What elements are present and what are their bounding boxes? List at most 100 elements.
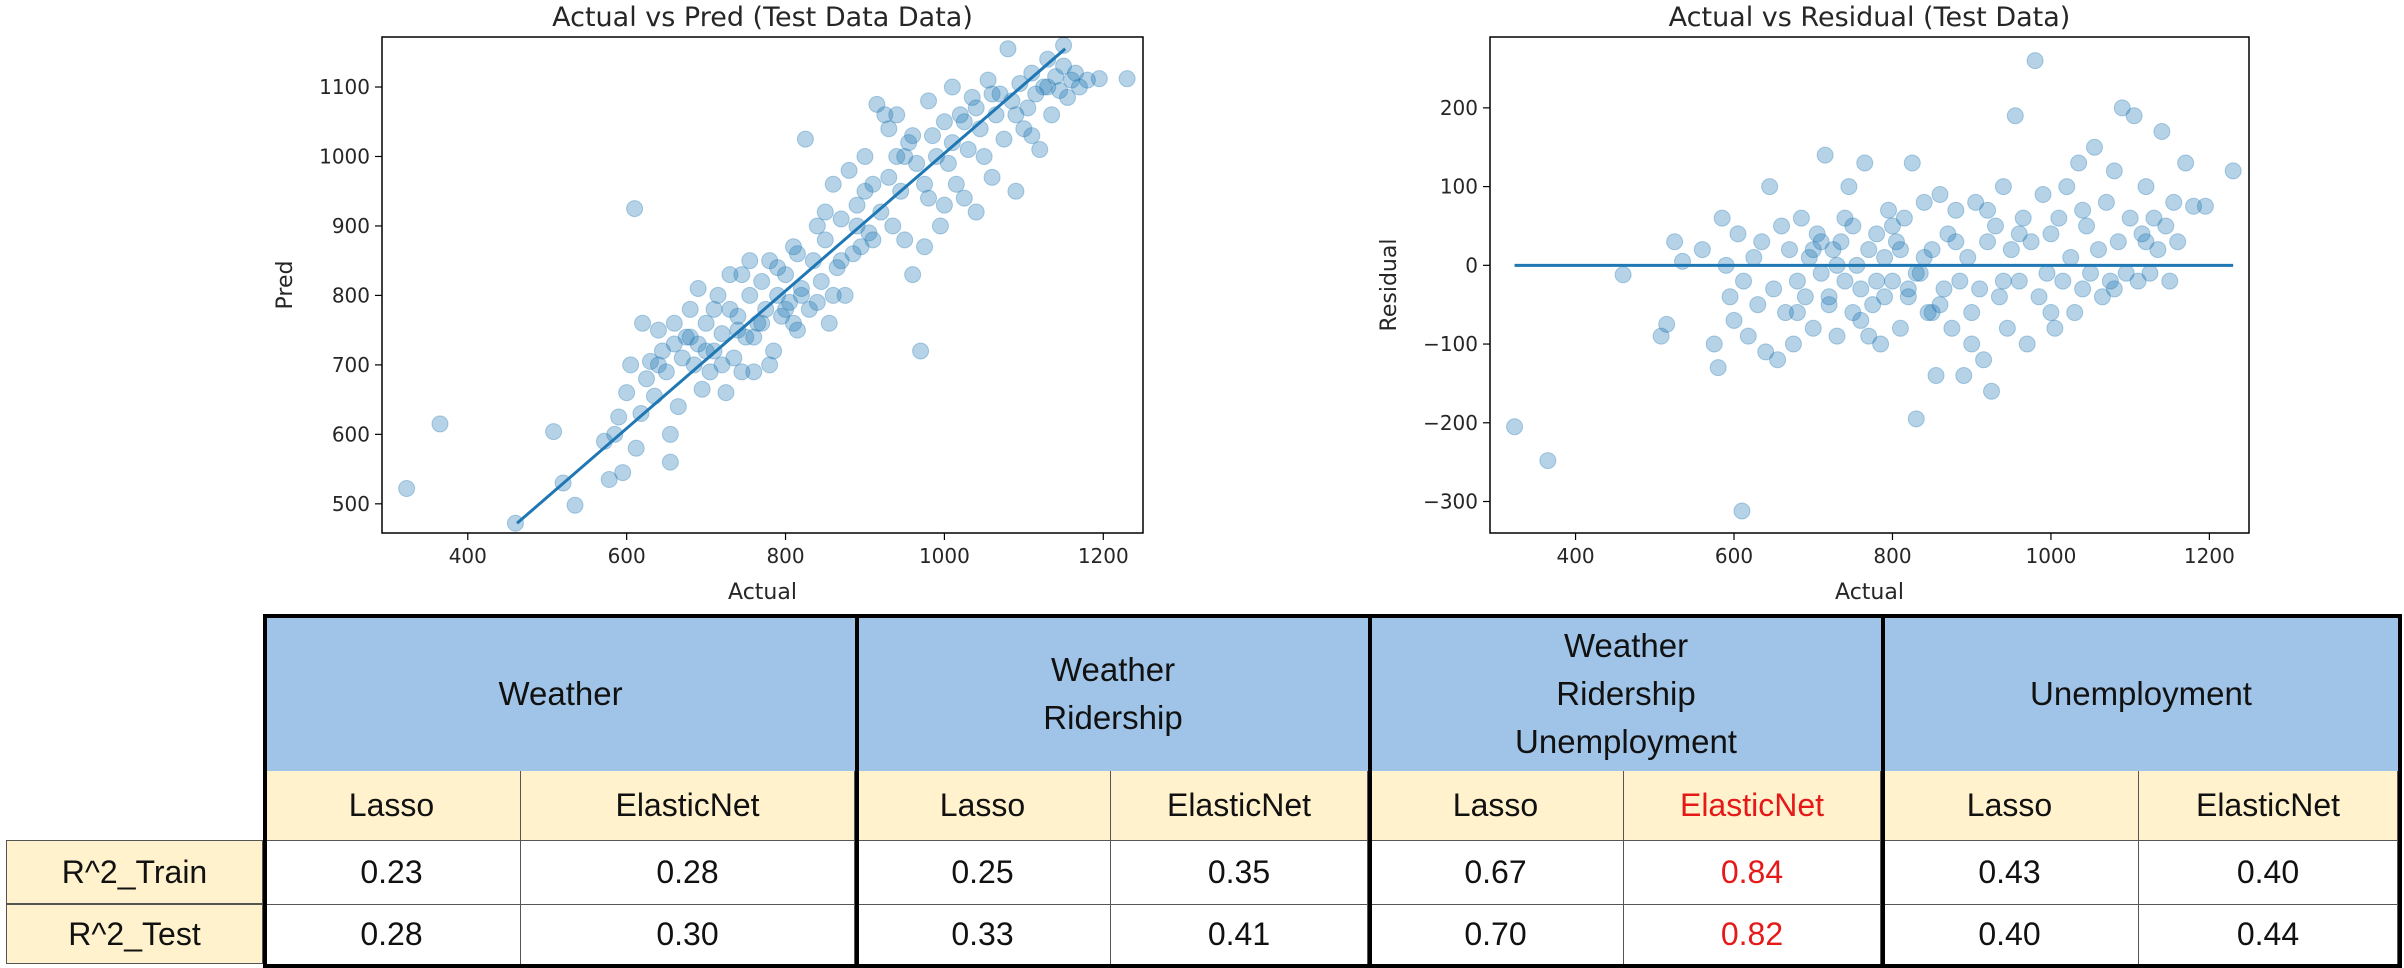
scatter-point xyxy=(1903,154,1921,172)
scatter-point xyxy=(1927,367,1945,385)
scatter-point xyxy=(713,325,731,343)
group-divider xyxy=(1881,614,1885,968)
scatter-point xyxy=(1804,319,1822,337)
scatter-point xyxy=(566,496,584,514)
scatter-point xyxy=(856,147,874,165)
scatter-point xyxy=(1943,319,1961,337)
y-tick-label: 1000 xyxy=(319,144,370,168)
scatter-point xyxy=(1919,304,1937,322)
model-header: ElasticNet xyxy=(2139,771,2398,840)
scatter-point xyxy=(792,286,810,304)
scatter-point xyxy=(844,245,862,263)
scatter-point xyxy=(1804,241,1822,259)
scatter-point xyxy=(610,408,628,426)
chart-title: Actual vs Residual (Test Data) xyxy=(1669,2,2071,33)
scatter-point xyxy=(1039,50,1057,68)
scatter-point xyxy=(2149,241,2167,259)
scatter-point xyxy=(1868,272,1886,290)
scatter-point xyxy=(638,370,656,388)
scatter-point xyxy=(1713,209,1731,227)
scatter-point xyxy=(725,349,743,367)
scatter-point xyxy=(1860,241,1878,259)
scatter-point xyxy=(1788,272,1806,290)
scatter-point xyxy=(967,99,985,117)
scatter-point xyxy=(1023,64,1041,82)
scatter-point xyxy=(1666,233,1684,251)
table-cell: 0.41 xyxy=(1111,904,1368,964)
scatter-point xyxy=(1019,99,1037,117)
model-header: Lasso xyxy=(263,771,521,840)
y-tick-label: 800 xyxy=(332,283,370,307)
scatter-point xyxy=(1007,106,1025,124)
scatter-point xyxy=(1745,248,1763,266)
scatter-point xyxy=(2058,178,2076,196)
scatter-point xyxy=(888,106,906,124)
scatter-point xyxy=(1705,335,1723,353)
table-top-border xyxy=(263,614,2402,618)
x-tick-label: 400 xyxy=(449,544,487,568)
scatter-point xyxy=(753,314,771,332)
scatter-point xyxy=(2153,122,2171,140)
table-cell: 0.70 xyxy=(1368,904,1624,964)
scatter-point xyxy=(2010,272,2028,290)
scatter-point xyxy=(939,154,957,172)
scatter-point xyxy=(1876,288,1894,306)
scatter-point xyxy=(1780,241,1798,259)
scatter-point xyxy=(1769,351,1787,369)
scatter-point xyxy=(717,384,735,402)
scatter-point xyxy=(1986,217,2004,235)
table-cell: 0.40 xyxy=(1881,904,2139,964)
scatter-point xyxy=(1883,217,1901,235)
scatter-point xyxy=(1979,233,1997,251)
scatter-point xyxy=(888,147,906,165)
scatter-point xyxy=(848,196,866,214)
scatter-point xyxy=(2014,209,2032,227)
scatter-point xyxy=(681,300,699,318)
scatter-point xyxy=(765,342,783,360)
scatter-point xyxy=(2022,233,2040,251)
scatter-point xyxy=(2185,197,2203,215)
scatter-point xyxy=(1777,304,1795,322)
scatter-point xyxy=(677,328,695,346)
scatter-point xyxy=(1963,304,1981,322)
y-tick-label: −100 xyxy=(1423,332,1478,356)
scatter-point xyxy=(2129,272,2147,290)
scatter-point xyxy=(2018,335,2036,353)
scatter-point xyxy=(784,314,802,332)
scatter-point xyxy=(1788,304,1806,322)
scatter-point xyxy=(1066,64,1084,82)
table-cell: 0.43 xyxy=(1881,840,2139,904)
x-tick-label: 1000 xyxy=(919,544,970,568)
scatter-point xyxy=(1693,241,1711,259)
scatter-point xyxy=(2082,264,2100,282)
scatter-point xyxy=(904,266,922,284)
scatter-point xyxy=(2105,280,2123,298)
scatter-point xyxy=(788,245,806,263)
scatter-point xyxy=(653,342,671,360)
scatter-point xyxy=(1844,217,1862,235)
scatter-point xyxy=(896,147,914,165)
scatter-point xyxy=(1887,233,1905,251)
scatter-point xyxy=(931,217,949,235)
scatter-point xyxy=(852,238,870,256)
scatter-point xyxy=(824,175,842,193)
scatter-point xyxy=(627,439,645,457)
model-header: Lasso xyxy=(1881,771,2139,840)
scatter-point xyxy=(2070,154,2088,172)
scatter-point xyxy=(2161,272,2179,290)
scatter-point xyxy=(1923,241,1941,259)
scatter-point xyxy=(868,95,886,113)
scatter-point xyxy=(2097,193,2115,211)
group-divider xyxy=(1368,614,1372,968)
scatter-point xyxy=(1055,57,1073,75)
scatter-point xyxy=(689,279,707,297)
scatter-point xyxy=(673,349,691,367)
group-divider xyxy=(263,614,267,968)
y-tick-label: 500 xyxy=(332,492,370,516)
scatter-point xyxy=(832,252,850,270)
scatter-point xyxy=(900,134,918,152)
scatter-point xyxy=(701,363,719,381)
scatter-point xyxy=(777,300,795,318)
scatter-point xyxy=(1931,296,1949,314)
y-tick-label: 900 xyxy=(332,214,370,238)
